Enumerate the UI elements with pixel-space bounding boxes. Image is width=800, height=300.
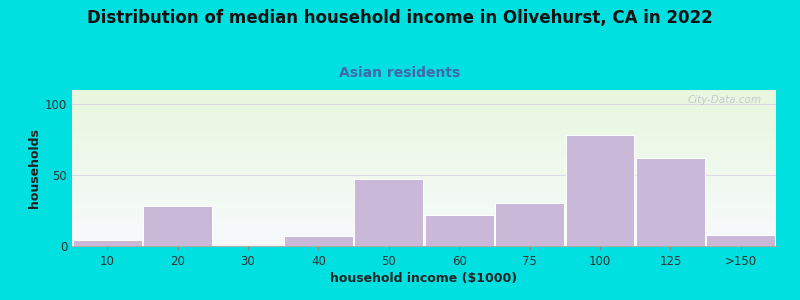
- Text: Distribution of median household income in Olivehurst, CA in 2022: Distribution of median household income …: [87, 9, 713, 27]
- Bar: [636, 158, 705, 246]
- Bar: [566, 135, 634, 246]
- Bar: [706, 235, 775, 246]
- Bar: [425, 215, 494, 246]
- Bar: [284, 236, 353, 246]
- Bar: [143, 206, 212, 246]
- Text: City-Data.com: City-Data.com: [688, 95, 762, 105]
- Y-axis label: households: households: [28, 128, 41, 208]
- Text: Asian residents: Asian residents: [339, 66, 461, 80]
- Bar: [73, 240, 142, 246]
- X-axis label: household income ($1000): household income ($1000): [330, 272, 518, 285]
- Bar: [354, 179, 423, 246]
- Bar: [495, 203, 564, 246]
